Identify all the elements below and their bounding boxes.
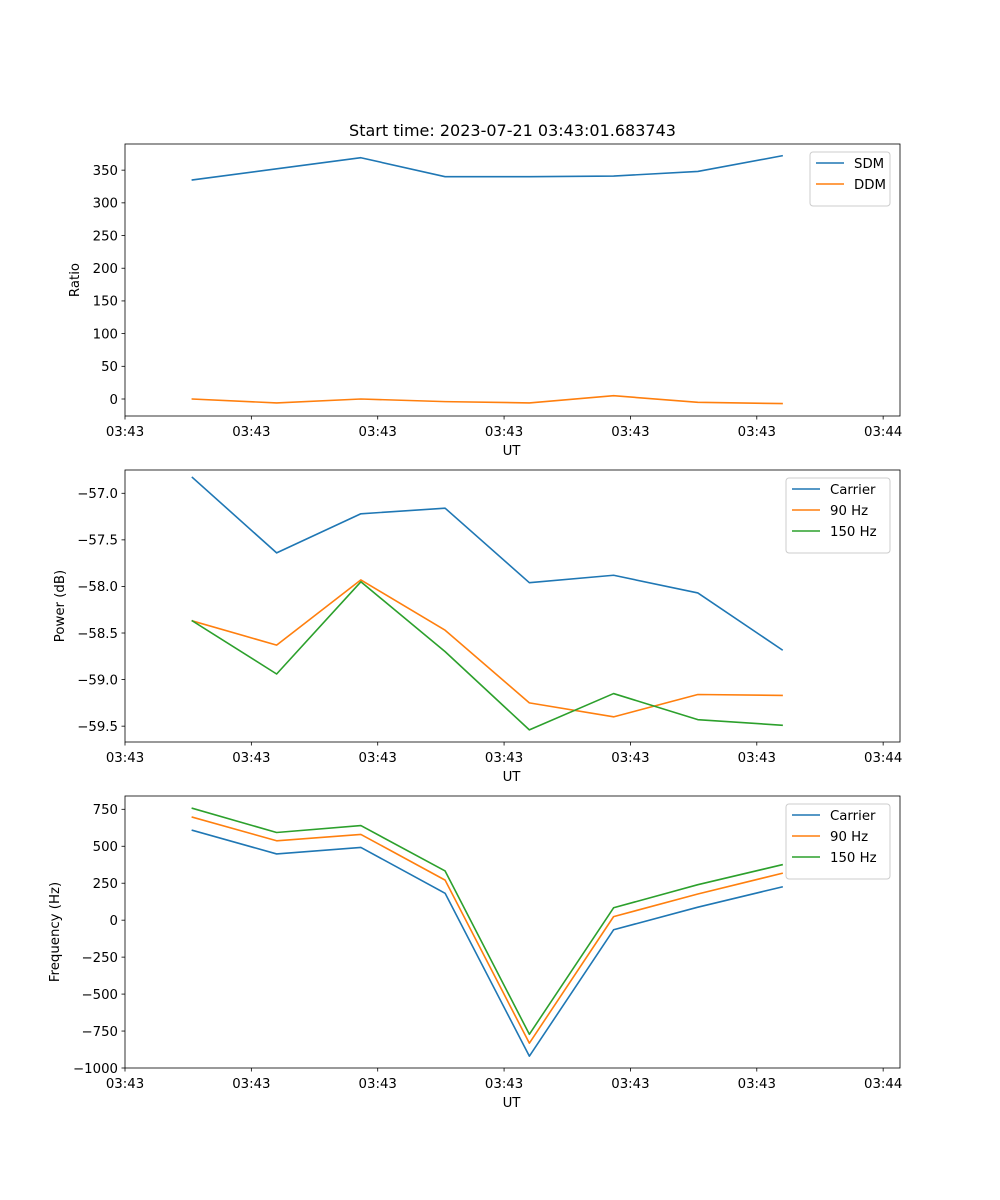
ratio-panel: Start time: 2023-07-21 03:43:01.68374303… (68, 121, 902, 459)
series-line-90-hz (191, 816, 784, 1044)
y-tick-label: −250 (81, 951, 118, 966)
x-tick-label: 03:43 (106, 751, 144, 766)
legend-box (785, 803, 891, 880)
y-tick-label: 500 (93, 840, 118, 855)
x-tick-label: 03:44 (864, 425, 902, 440)
x-tick-label: 03:43 (485, 425, 523, 440)
series-line-carrier (191, 476, 784, 651)
axes-frame (124, 469, 901, 743)
legend-label: 150 Hz (830, 851, 877, 866)
y-tick-label: 0 (110, 914, 118, 929)
legend-label: 150 Hz (830, 525, 877, 540)
axes-frame (124, 795, 901, 1069)
y-tick-label: −57.5 (77, 534, 118, 549)
y-axis-label: Power (dB) (53, 570, 68, 642)
x-tick-label: 03:43 (232, 425, 270, 440)
series-line-ddm (191, 394, 783, 405)
y-tick-label: −750 (81, 1025, 118, 1040)
legend-label: 90 Hz (830, 504, 868, 519)
y-tick-label: 0 (110, 393, 118, 408)
power-panel: 03:43 03:43 03:43 03:43 03:43 03:43 03:44 −57.0… (53, 469, 902, 785)
y-tick-label: 300 (93, 197, 118, 212)
y-tick-label: 50 (101, 360, 118, 375)
legend-box (809, 151, 891, 207)
y-tick-label: 100 (93, 327, 118, 342)
y-tick-label: −59.0 (77, 673, 118, 688)
y-tick-label: 250 (93, 229, 118, 244)
series-line-90-hz (191, 579, 783, 718)
y-tick-label: −59.5 (77, 720, 118, 735)
legend: SDM DDM (809, 151, 891, 207)
x-axis-label: UT (503, 444, 522, 459)
y-tick-label: 350 (93, 164, 118, 179)
series-line-150-hz (191, 807, 784, 1036)
x-tick-label: 03:43 (738, 425, 776, 440)
legend-label: Carrier (830, 809, 876, 824)
y-tick-label: −58.0 (77, 580, 118, 595)
y-tick-label: −57.0 (77, 487, 118, 502)
series-line-150-hz (191, 580, 783, 731)
x-axis-label: UT (503, 1096, 522, 1111)
x-tick-label: 03:44 (864, 1077, 902, 1092)
x-tick-label: 03:43 (359, 751, 397, 766)
x-tick-label: 03:43 (485, 751, 523, 766)
legend: Carrier 90 Hz 150 Hz (785, 803, 891, 880)
legend-label: SDM (854, 157, 884, 172)
legend-label: 90 Hz (830, 830, 868, 845)
frequency-panel: 03:43 03:43 03:43 03:43 03:43 03:43 03:44 750 50… (48, 795, 902, 1111)
x-tick-label: 03:43 (611, 1077, 649, 1092)
x-tick-label: 03:43 (738, 751, 776, 766)
legend-label: Carrier (830, 483, 876, 498)
x-tick-label: 03:43 (611, 751, 649, 766)
x-tick-label: 03:43 (106, 1077, 144, 1092)
x-axis-label: UT (503, 770, 522, 785)
y-axis-label: Frequency (Hz) (48, 882, 63, 982)
x-tick-label: 03:44 (864, 751, 902, 766)
legend-box (785, 477, 891, 554)
x-tick-label: 03:43 (359, 425, 397, 440)
x-tick-label: 03:43 (232, 1077, 270, 1092)
series-line-sdm (191, 154, 784, 181)
y-tick-label: 250 (93, 877, 118, 892)
x-tick-label: 03:43 (359, 1077, 397, 1092)
legend-label: DDM (854, 178, 886, 193)
y-axis-label: Ratio (68, 263, 83, 297)
axes-frame (124, 143, 901, 417)
y-tick-label: 200 (93, 262, 118, 277)
y-tick-label: 150 (93, 295, 118, 310)
y-tick-label: −1000 (73, 1062, 118, 1077)
y-tick-label: −58.5 (77, 627, 118, 642)
legend: Carrier 90 Hz 150 Hz (785, 477, 891, 554)
x-tick-label: 03:43 (611, 425, 649, 440)
series-line-carrier (191, 829, 784, 1057)
y-tick-label: −500 (81, 988, 118, 1003)
x-tick-label: 03:43 (232, 751, 270, 766)
x-tick-label: 03:43 (106, 425, 144, 440)
chart-title: Start time: 2023-07-21 03:43:01.683743 (349, 121, 676, 140)
y-tick-label: 750 (93, 803, 118, 818)
x-tick-label: 03:43 (738, 1077, 776, 1092)
x-tick-label: 03:43 (485, 1077, 523, 1092)
